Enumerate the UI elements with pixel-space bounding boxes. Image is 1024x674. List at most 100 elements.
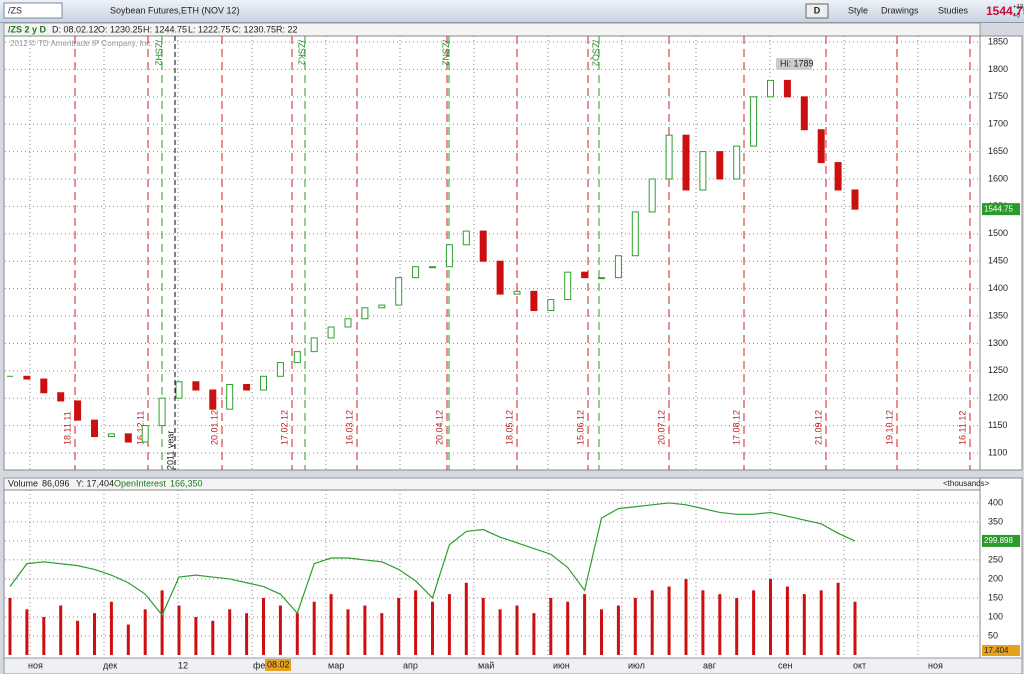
info-item: D: 08.02.12 [52,24,99,34]
legend-item: OpenInterest [114,478,167,488]
volume-bar [160,590,164,655]
volume-bar [380,613,384,655]
candle [40,378,48,394]
candle [665,134,673,180]
candle [564,271,572,301]
y-tick-label: 1650 [988,146,1008,156]
y-tick-label: 150 [988,592,1003,602]
month-label: 12 [178,660,188,670]
candle [699,151,707,191]
candle [344,318,352,328]
candle [243,384,251,391]
volume-bar [566,601,570,655]
volume-bar [329,594,333,655]
candle [74,400,82,421]
legend-item: Volume [8,478,38,488]
volume-bar [464,582,468,655]
expiry-label: 15.06.12 [575,410,585,445]
expiry-label: 20.01.12 [209,410,219,445]
info-item: L: 1222.75 [188,24,231,34]
candle [682,134,690,191]
volume-bar [684,578,688,655]
y-tick-label: 1350 [988,310,1008,320]
volume-bar [718,594,722,655]
volume-bar [735,597,739,655]
button[interactable]: Studies [938,5,969,15]
button[interactable]: Drawings [881,5,919,15]
info-item: /ZS 2 y D [8,24,47,34]
month-label: апр [403,660,418,670]
candle [107,433,115,438]
candle [817,129,825,164]
volume-bar [42,616,46,655]
candle [614,255,622,279]
hi-label: Hi: 1789 [780,58,814,68]
price-axis [979,35,1023,471]
price-tag [982,203,1020,216]
price-pane [3,35,981,471]
candle [226,384,234,410]
month-label: авг [703,660,717,670]
month-label: фев [253,660,270,670]
y-tick-label: 100 [988,611,1003,621]
price-tag-text: 1544.75 [984,204,1013,213]
candle [124,433,132,443]
button[interactable] [805,3,829,19]
candle [581,271,589,279]
volume-bar [228,609,232,655]
y-tick-label: 50 [988,630,998,640]
expiry-label: 17.08.12 [731,410,741,445]
volume-bar [853,601,857,655]
y-tick-label: 1450 [988,256,1008,266]
button[interactable]: Style [848,5,868,15]
candle [429,266,436,269]
volume-bar [25,609,29,655]
candle [496,260,504,295]
legend-item: 86,096 [42,478,70,488]
volume-bar [312,601,316,655]
contract-label: /ZSH2 [154,40,164,66]
volume-bar [363,605,367,655]
candle [851,189,859,210]
volume-bar [532,613,536,655]
month-label: май [478,660,494,670]
symbol[interactable]: /ZS [8,5,22,15]
symbol-box[interactable] [3,2,63,19]
volume-bar [262,597,265,655]
volume-bar [785,586,789,655]
volume-bar [143,609,147,655]
candle [716,151,724,180]
volume-bar [278,605,282,655]
candle [378,304,386,309]
volume-bar [802,594,806,655]
last-price: 1544.75 [986,4,1024,18]
cursor-date-box [265,659,291,671]
contract-label: /ZSN2 [441,40,451,66]
candle [276,362,284,377]
volume-bar [76,620,80,655]
candle [783,79,791,98]
y-tick-label: 350 [988,516,1003,526]
expiry-label: 20.07.12 [656,410,666,445]
volume-bar [431,601,434,655]
candle [23,375,31,380]
copyright: 2012 © TD Ameritrade IP Company, Inc. [10,39,152,48]
volume-bar [498,609,502,655]
y-tick-label: 1400 [988,283,1008,293]
expiry-label: 19.10.12 [884,410,894,445]
month-label: дек [103,660,117,670]
button[interactable]: D [814,5,821,15]
volume-bar [650,590,654,655]
candle [327,326,335,339]
candle [293,351,301,364]
time-axis [3,657,1023,674]
volume-bar [211,620,215,655]
expiry-label: 16.12.11 [135,411,145,445]
month-label: окт [853,660,866,670]
info-item: H: 1244.75 [143,24,187,34]
candle [462,230,470,246]
info-item: C: 1230.75 [232,24,276,34]
candle [479,230,487,262]
candle [412,266,420,279]
